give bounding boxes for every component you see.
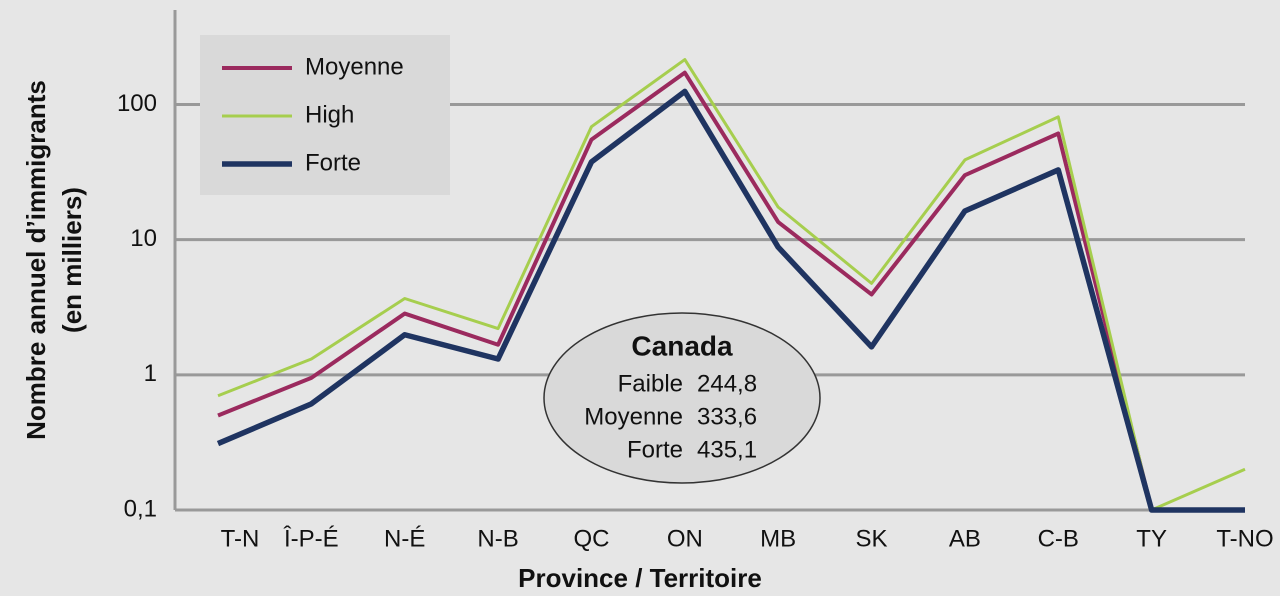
x-tick-label: Î-P-É — [283, 525, 339, 552]
annotation-label: Moyenne — [584, 403, 683, 430]
annotation-title: Canada — [631, 330, 733, 361]
x-tick-label: T-NO — [1216, 525, 1273, 552]
y-axis-label: Nombre annuel d’immigrants — [21, 80, 51, 440]
x-tick-label: T-N — [221, 525, 260, 552]
series-line — [216, 88, 1245, 513]
annotation-value: 333,6 — [697, 403, 757, 430]
annotation-label: Faible — [618, 370, 683, 397]
x-tick-label: ON — [667, 525, 703, 552]
annotation-label: Forte — [627, 436, 683, 463]
y-tick-label: 100 — [117, 90, 157, 117]
y-tick-label: 10 — [130, 225, 157, 252]
x-tick-label: C-B — [1038, 525, 1079, 552]
series-line — [217, 70, 1245, 512]
y-axis-label: (en milliers) — [57, 187, 87, 333]
legend-label: Forte — [305, 149, 361, 176]
x-tick-label: SK — [856, 525, 888, 552]
x-tick-label: TY — [1136, 525, 1167, 552]
x-tick-label: N-É — [384, 525, 425, 552]
legend-label: Moyenne — [305, 53, 404, 80]
x-tick-label: MB — [760, 525, 796, 552]
y-tick-label: 1 — [144, 360, 157, 387]
x-tick-label: QC — [573, 525, 609, 552]
annotation-value: 244,8 — [697, 370, 757, 397]
legend-label: High — [305, 101, 354, 128]
x-axis-label: Province / Territoire — [518, 563, 762, 593]
x-tick-label: N-B — [477, 525, 518, 552]
series-line — [217, 58, 1246, 512]
x-tick-label: AB — [949, 525, 981, 552]
annotation-bubble — [543, 312, 821, 484]
annotation-value: 435,1 — [697, 436, 757, 463]
y-tick-label: 0,1 — [124, 495, 157, 522]
